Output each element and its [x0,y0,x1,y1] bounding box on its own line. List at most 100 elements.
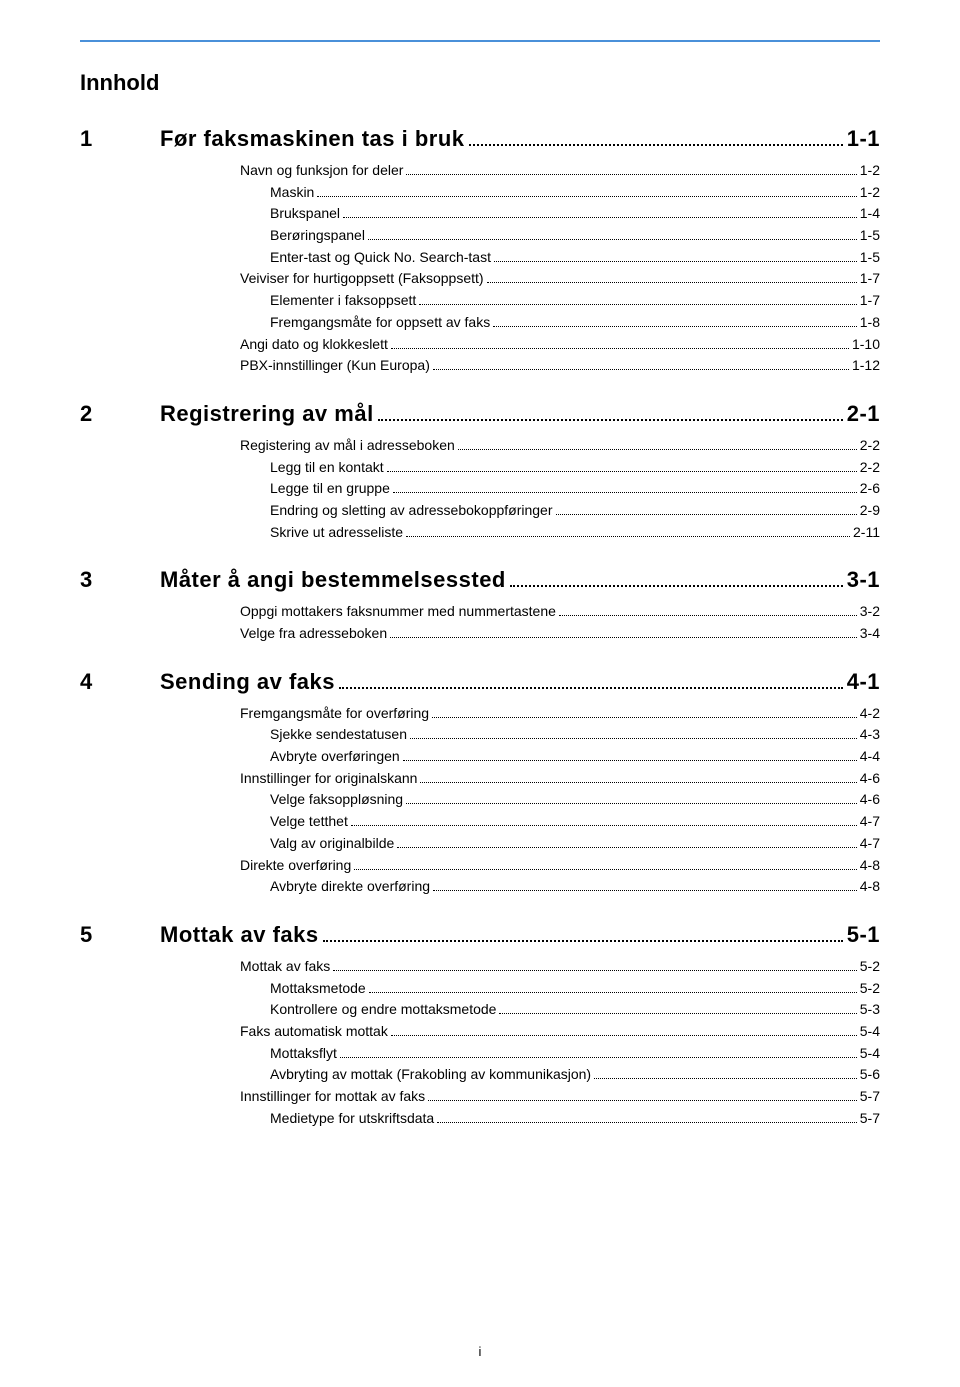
toc-entry-label: Berøringspanel [270,225,365,247]
toc-leader-dots [354,869,857,870]
toc-leader-dots [410,738,857,739]
toc-leader-dots [428,1100,857,1101]
toc-entry: Innstillinger for mottak av faks5-7 [240,1086,880,1108]
toc-entry-label: Avbryting av mottak (Frakobling av kommu… [270,1064,591,1086]
toc-leader-dots [387,471,857,472]
toc-section-number: 1 [80,126,160,152]
toc-leader-dots [419,304,856,305]
toc-entry-label: Endring og sletting av adressebokoppføri… [270,500,553,522]
toc-entry-page: 1-7 [860,268,880,290]
toc-entry: Registering av mål i adresseboken 2-2 [240,435,880,457]
toc-entry-page: 5-4 [860,1021,880,1043]
toc-leader-dots [406,803,857,804]
toc-section-page: 1-1 [847,126,880,152]
toc-section-page: 4-1 [847,669,880,695]
toc-leader-dots [391,1035,857,1036]
toc-leader-dots [369,992,857,993]
toc-section-title: Registrering av mål [160,401,374,427]
toc-leader-dots [420,782,856,783]
toc-entry-page: 4-8 [860,876,880,898]
toc-leader-dots [432,717,857,718]
toc-leader-dots [403,760,857,761]
toc-entries: Fremgangsmåte for overføring4-2Sjekke se… [80,703,880,898]
toc-entry-page: 4-7 [860,811,880,833]
toc-entry: Brukspanel 1-4 [240,203,880,225]
toc-entry-label: PBX-innstillinger (Kun Europa) [240,355,430,377]
toc-entry-label: Maskin [270,182,314,204]
toc-entry-page: 2-2 [860,457,880,479]
toc-entry: Elementer i faksoppsett 1-7 [240,290,880,312]
toc-leader-dots [487,282,857,283]
toc-entry: Berøringspanel 1-5 [240,225,880,247]
toc-entry-label: Avbryte direkte overføring [270,876,430,898]
toc-entry: Oppgi mottakers faksnummer med nummertas… [240,601,880,623]
toc-entry-page: 1-12 [852,355,880,377]
toc-entry-label: Enter-tast og Quick No. Search-tast [270,247,491,269]
toc-entry-page: 5-3 [860,999,880,1021]
toc-entry-label: Velge tetthet [270,811,348,833]
toc-leader-dots [317,196,856,197]
toc-entry: Angi dato og klokkeslett1-10 [240,334,880,356]
toc-leader-dots [437,1122,857,1123]
toc-section-number: 3 [80,567,160,593]
toc-entry-page: 2-2 [860,435,880,457]
toc-leader-dots [323,940,843,942]
toc-leader-dots [458,449,857,450]
toc-entry-page: 1-5 [860,225,880,247]
toc-section-title: Måter å angi bestemmelsessted [160,567,506,593]
toc-entries: Oppgi mottakers faksnummer med nummertas… [80,601,880,644]
toc-entry-label: Legge til en gruppe [270,478,390,500]
toc-entry-label: Velge fra adresseboken [240,623,387,645]
toc-entry-page: 1-4 [860,203,880,225]
toc-entry-label: Direkte overføring [240,855,351,877]
toc-entry-label: Faks automatisk mottak [240,1021,388,1043]
toc-entry: Mottaksmetode5-2 [240,978,880,1000]
toc-leader-dots [469,144,843,146]
toc-body: 1Før faksmaskinen tas i bruk 1-1 Navn og f… [80,126,880,1129]
toc-leader-dots [351,825,857,826]
toc-entry-page: 4-8 [860,855,880,877]
toc-section-title-row: Registrering av mål2-1 [160,401,880,427]
toc-entry-label: Mottak av faks [240,956,330,978]
toc-leader-dots [494,261,857,262]
toc-entries: Registering av mål i adresseboken2-2Legg… [80,435,880,543]
toc-leader-dots [510,585,843,587]
toc-entry-page: 4-4 [860,746,880,768]
toc-entry-label: Registering av mål i adresseboken [240,435,455,457]
toc-entry-page: 4-6 [860,768,880,790]
toc-entry-page: 4-3 [860,724,880,746]
toc-entry-label: Avbryte overføringen [270,746,400,768]
toc-entry: Sjekke sendestatusen 4-3 [240,724,880,746]
toc-section-title-row: Før faksmaskinen tas i bruk 1-1 [160,126,880,152]
toc-entry: Velge fra adresseboken3-4 [240,623,880,645]
toc-entry-label: Innstillinger for originalskann [240,768,417,790]
toc-entry-page: 1-7 [860,290,880,312]
toc-section-number: 5 [80,922,160,948]
toc-entry-page: 1-2 [860,182,880,204]
toc-entry-label: Elementer i faksoppsett [270,290,416,312]
toc-leader-dots [393,492,857,493]
toc-entry-page: 2-9 [860,500,880,522]
toc-entry-label: Brukspanel [270,203,340,225]
toc-entry-label: Navn og funksjon for deler [240,160,403,182]
toc-leader-dots [499,1013,856,1014]
toc-section: 2Registrering av mål2-1 Registering av må… [80,401,880,543]
toc-section-head: 3Måter å angi bestemmelsessted3-1 [80,567,880,593]
toc-entries: Navn og funksjon for deler1-2Maskin1-2Br… [80,160,880,377]
toc-entry: Avbryting av mottak (Frakobling av kommu… [240,1064,880,1086]
toc-section-number: 2 [80,401,160,427]
toc-entry: Legg til en kontakt 2-2 [240,457,880,479]
toc-entry: Fremgangsmåte for oppsett av faks1-8 [240,312,880,334]
toc-entry-label: Mottaksmetode [270,978,366,1000]
toc-entry-page: 5-7 [860,1086,880,1108]
toc-leader-dots [406,174,856,175]
toc-section-title: Før faksmaskinen tas i bruk [160,126,465,152]
toc-entry: Valg av originalbilde4-7 [240,833,880,855]
toc-leader-dots [333,970,857,971]
toc-entry: Skrive ut adresseliste2-11 [240,522,880,544]
toc-entry-label: Sjekke sendestatusen [270,724,407,746]
toc-entry: Faks automatisk mottak 5-4 [240,1021,880,1043]
toc-entry-page: 4-6 [860,789,880,811]
toc-leader-dots [390,637,857,638]
toc-entry-label: Legg til en kontakt [270,457,384,479]
